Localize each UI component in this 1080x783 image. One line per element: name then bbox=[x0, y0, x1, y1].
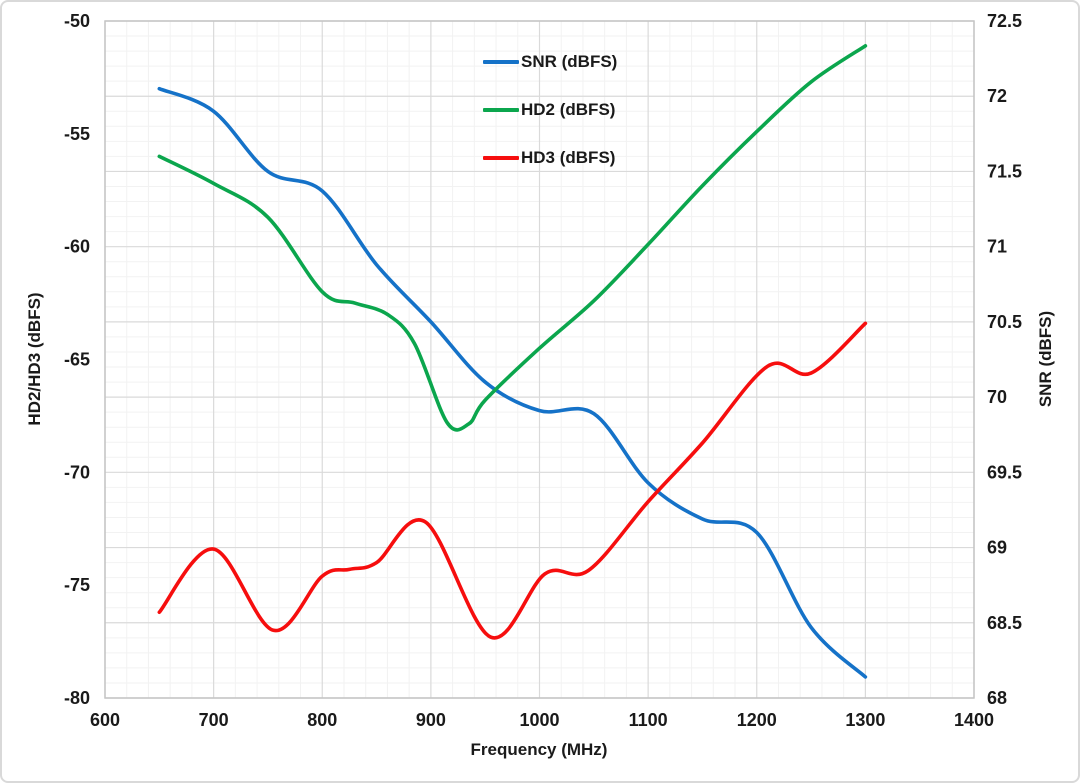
svg-text:69.5: 69.5 bbox=[987, 462, 1022, 482]
svg-text:800: 800 bbox=[307, 710, 337, 730]
svg-text:-70: -70 bbox=[64, 462, 90, 482]
svg-text:900: 900 bbox=[416, 710, 446, 730]
svg-text:68: 68 bbox=[987, 688, 1007, 708]
svg-text:1000: 1000 bbox=[519, 710, 559, 730]
legend-item-snr: SNR (dBFS) bbox=[483, 52, 617, 72]
series-lines bbox=[157, 44, 868, 679]
svg-text:-75: -75 bbox=[64, 575, 90, 595]
snr-line-swatch bbox=[483, 60, 519, 64]
svg-text:-65: -65 bbox=[64, 350, 90, 370]
y-left-tick-labels: -50 -55 -60 -65 -70 -75 -80 bbox=[64, 11, 90, 708]
left-axis-title: HD2/HD3 (dBFS) bbox=[25, 292, 44, 426]
svg-text:-55: -55 bbox=[64, 124, 90, 144]
svg-text:-80: -80 bbox=[64, 688, 90, 708]
svg-text:72.5: 72.5 bbox=[987, 11, 1022, 31]
svg-text:-60: -60 bbox=[64, 237, 90, 257]
svg-text:1300: 1300 bbox=[845, 710, 885, 730]
svg-text:70: 70 bbox=[987, 387, 1007, 407]
legend-label-hd2: HD2 (dBFS) bbox=[521, 100, 616, 119]
series-line-1 bbox=[157, 44, 868, 432]
svg-text:1200: 1200 bbox=[737, 710, 777, 730]
legend-label-hd3: HD3 (dBFS) bbox=[521, 148, 616, 167]
right-axis-title: SNR (dBFS) bbox=[1036, 310, 1055, 408]
svg-text:700: 700 bbox=[199, 710, 229, 730]
svg-text:-50: -50 bbox=[64, 11, 90, 31]
legend-item-hd3: HD3 (dBFS) bbox=[483, 148, 617, 168]
y-right-tick-labels: 72.5 72 71.5 71 70.5 70 69.5 69 68.5 68 bbox=[987, 11, 1022, 708]
legend-item-hd2: HD2 (dBFS) bbox=[483, 100, 617, 120]
svg-text:69: 69 bbox=[987, 538, 1007, 558]
svg-text:68.5: 68.5 bbox=[987, 613, 1022, 633]
svg-text:71.5: 71.5 bbox=[987, 161, 1022, 181]
svg-text:70.5: 70.5 bbox=[987, 312, 1022, 332]
series-line-2 bbox=[157, 321, 868, 640]
svg-text:600: 600 bbox=[90, 710, 120, 730]
hd3-line-swatch bbox=[483, 156, 519, 160]
svg-text:72: 72 bbox=[987, 86, 1007, 106]
x-axis-title: Frequency (MHz) bbox=[470, 740, 608, 759]
svg-text:71: 71 bbox=[987, 237, 1007, 257]
x-tick-labels: 600 700 800 900 1000 1100 1200 1300 1400 bbox=[90, 710, 994, 730]
hd2-line-swatch bbox=[483, 108, 519, 112]
svg-text:1100: 1100 bbox=[629, 710, 668, 730]
svg-text:1400: 1400 bbox=[954, 710, 994, 730]
series-line-0 bbox=[157, 86, 868, 679]
legend-label-snr: SNR (dBFS) bbox=[521, 52, 618, 71]
plot-border bbox=[104, 20, 975, 699]
legend: SNR (dBFS) HD2 (dBFS) HD3 (dBFS) bbox=[483, 52, 617, 196]
